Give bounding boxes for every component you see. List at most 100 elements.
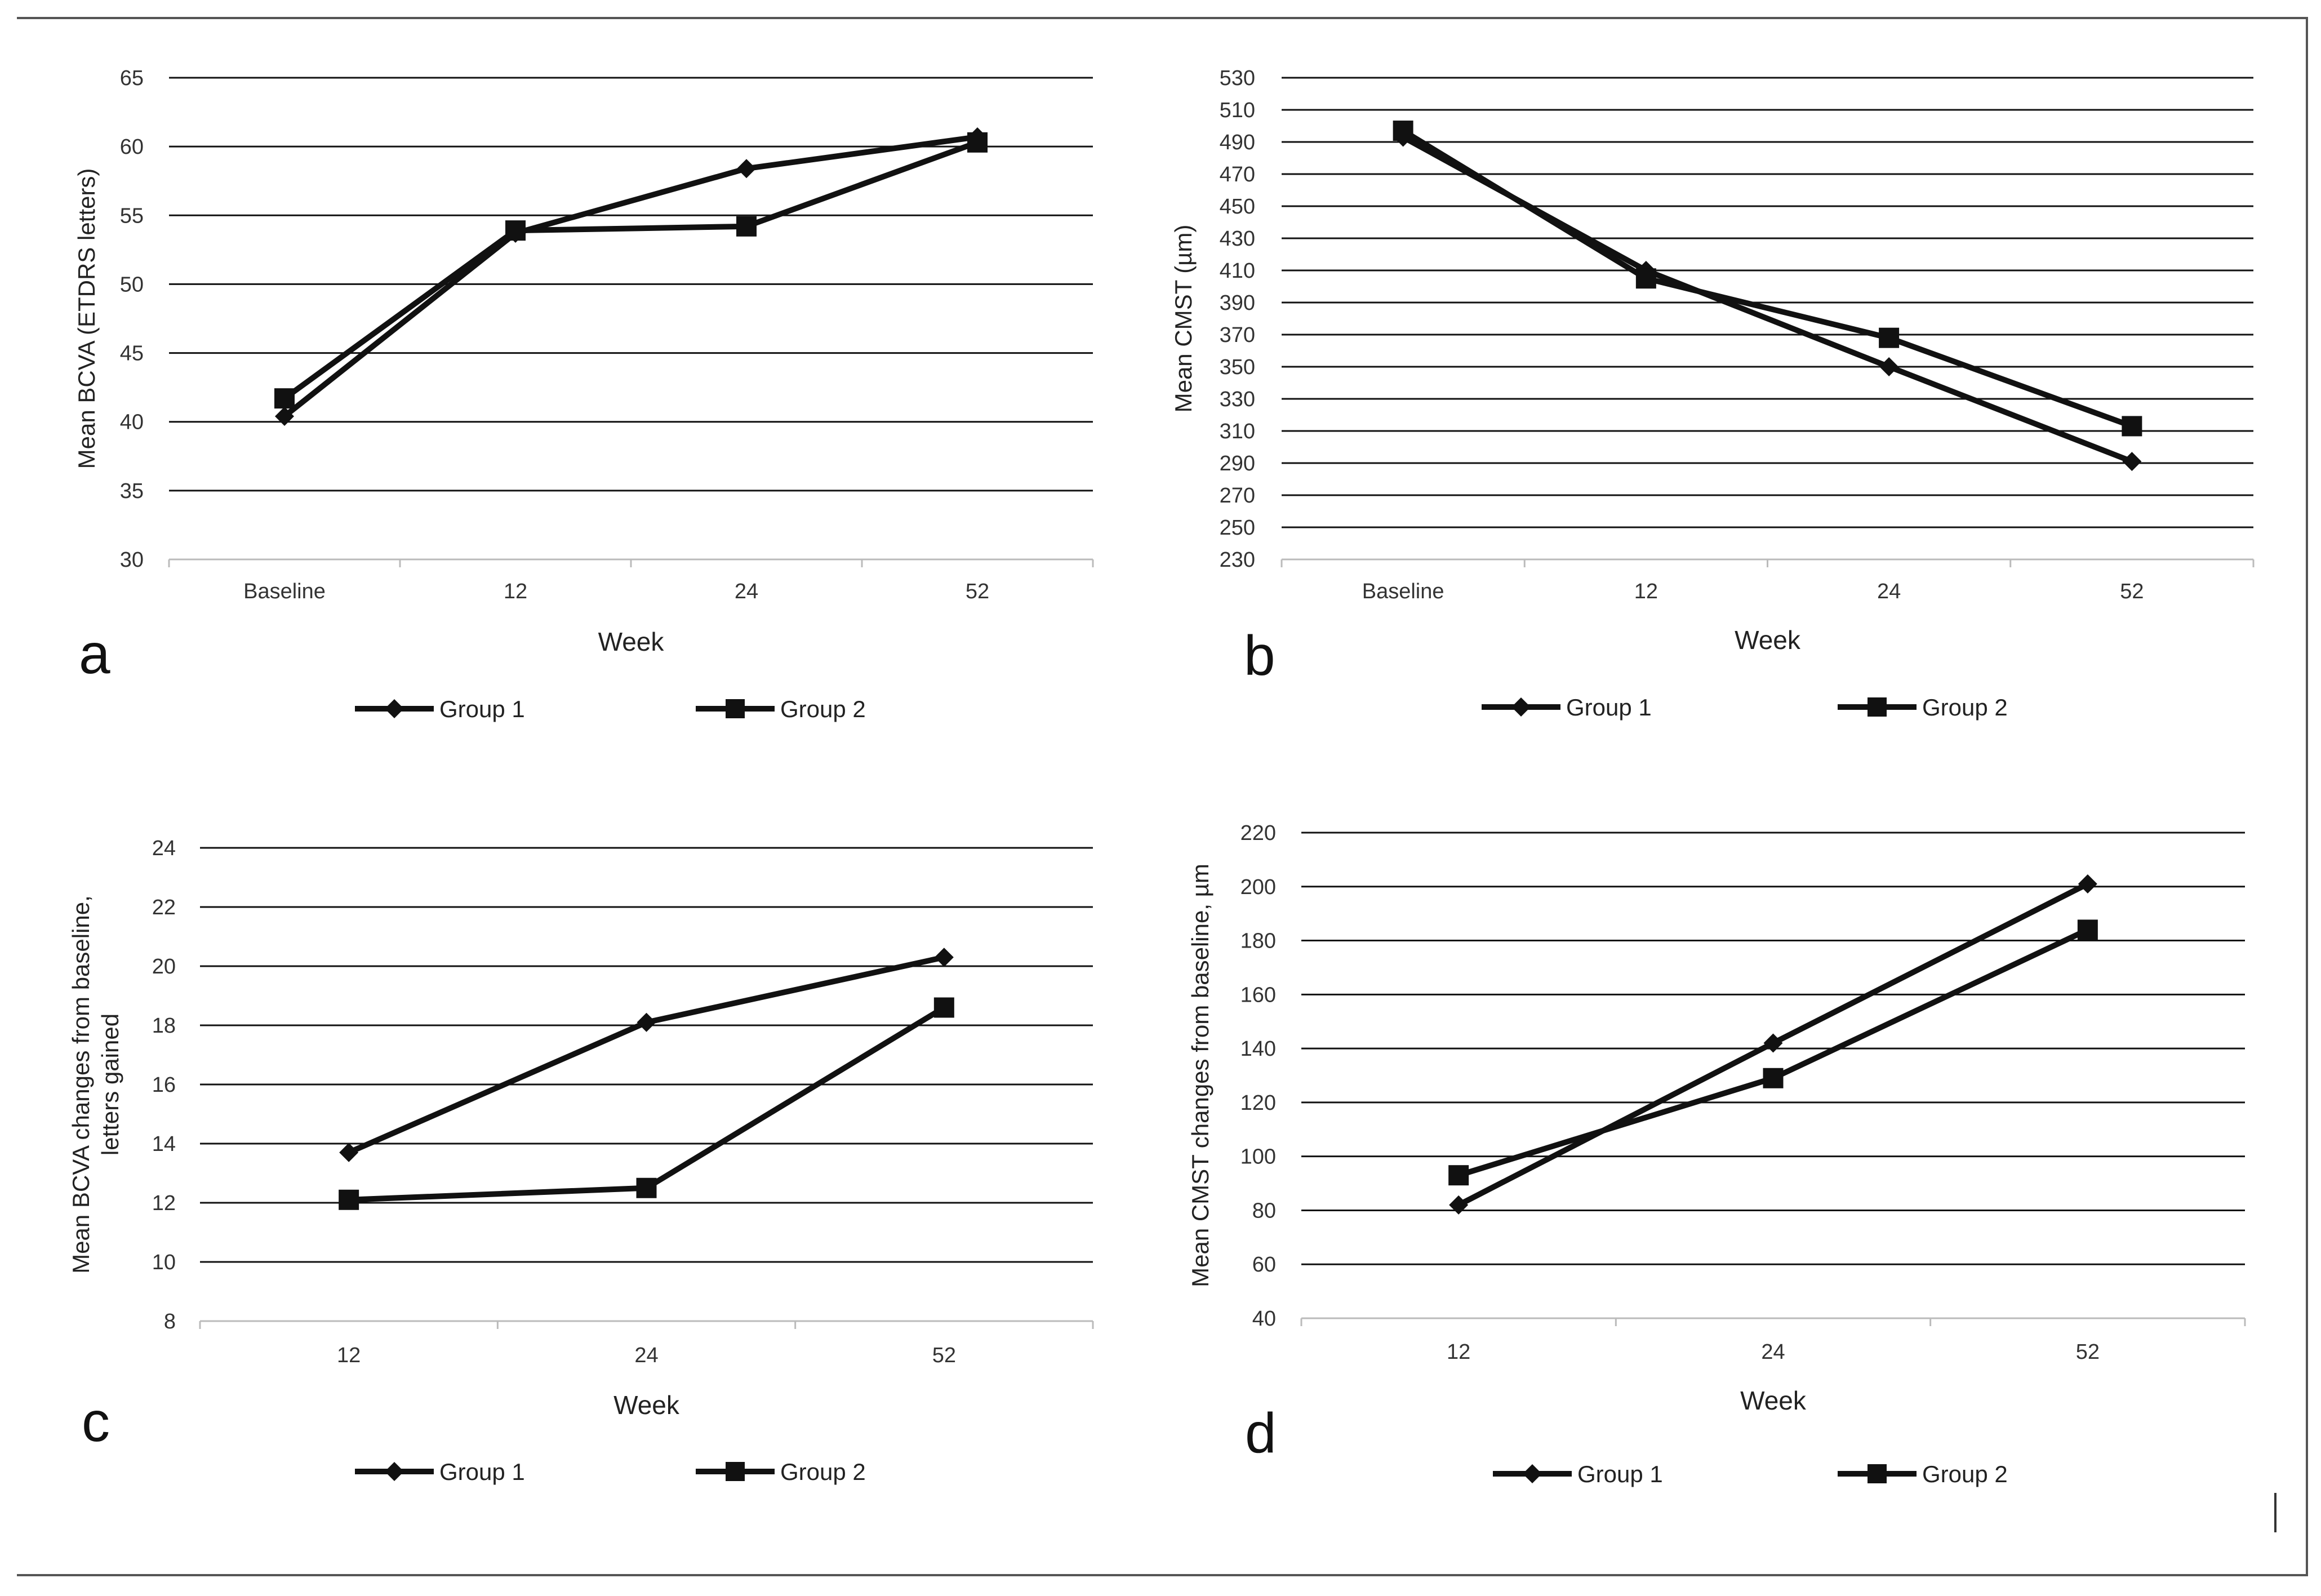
x-axis-label: Week bbox=[598, 627, 665, 656]
data-point-square bbox=[933, 997, 954, 1018]
data-point-diamond bbox=[1763, 1033, 1783, 1053]
x-tick-label: 24 bbox=[1761, 1340, 1785, 1364]
y-tick-label: 22 bbox=[152, 896, 176, 919]
chart-panel-c: 8 10 12 14 16 18 20 22 24 12 24 52 Week Mean BCVA cha… bbox=[68, 837, 1094, 1485]
y-tick-label: 250 bbox=[1220, 516, 1255, 540]
legend-marker-square bbox=[1868, 697, 1887, 717]
y-tick-label: 530 bbox=[1220, 66, 1255, 90]
series-line bbox=[348, 1005, 946, 1203]
y-tick-label: 270 bbox=[1220, 484, 1255, 508]
legend-label-group1: Group 1 bbox=[439, 696, 525, 722]
series-line bbox=[283, 140, 979, 401]
legend-label-group1: Group 1 bbox=[1577, 1461, 1663, 1487]
data-point-diamond bbox=[934, 948, 954, 967]
y-tick-label: 410 bbox=[1220, 259, 1255, 283]
chart-panel-a: 30 35 40 45 50 55 60 65 Baseline 12 24 52 Week Mean B… bbox=[73, 66, 1094, 722]
data-point-square bbox=[736, 216, 757, 237]
y-tick-label: 390 bbox=[1220, 291, 1255, 315]
series-line bbox=[348, 954, 945, 1155]
x-tick-label: 24 bbox=[735, 580, 758, 603]
legend-label-group1: Group 1 bbox=[1566, 694, 1652, 721]
legend-item-group1: Group 1 bbox=[1493, 1461, 1663, 1487]
y-tick-label: 80 bbox=[1252, 1199, 1276, 1222]
x-tick-label: 24 bbox=[1877, 580, 1901, 603]
data-point-square bbox=[505, 220, 526, 241]
stray-mark bbox=[2274, 1493, 2276, 1532]
data-point-diamond bbox=[737, 159, 756, 179]
y-tick-label: 12 bbox=[152, 1192, 176, 1215]
series-line bbox=[1402, 135, 2133, 464]
y-axis-label: Mean CMST changes from baseline, µm bbox=[1187, 864, 1213, 1287]
y-tick-label: 30 bbox=[120, 548, 144, 572]
y-tick-label: 100 bbox=[1240, 1145, 1276, 1169]
panel-label: d bbox=[1245, 1402, 1277, 1465]
legend-label-group2: Group 2 bbox=[780, 696, 866, 722]
y-tick-label: 18 bbox=[152, 1014, 176, 1038]
series-group1 bbox=[339, 948, 954, 1162]
data-point-diamond bbox=[1879, 357, 1899, 376]
chart-panel-d: 40 60 80 100 120 140 160 180 200 220 12 24 52 Week Mea… bbox=[1187, 821, 2246, 1487]
y-tick-label: 430 bbox=[1220, 227, 1255, 251]
y-tick-label: 35 bbox=[120, 479, 144, 503]
legend-label-group2: Group 2 bbox=[1922, 1461, 2008, 1487]
y-tick-label: 510 bbox=[1220, 99, 1255, 122]
y-tick-label: 10 bbox=[152, 1251, 176, 1274]
x-tick-label: 52 bbox=[966, 580, 989, 603]
y-tick-label: 55 bbox=[120, 204, 144, 228]
data-point-diamond bbox=[275, 406, 294, 426]
legend-marker-diamond bbox=[385, 1462, 404, 1481]
y-tick-label: 370 bbox=[1220, 323, 1255, 347]
series-line bbox=[282, 134, 978, 419]
x-tick-label: Baseline bbox=[1362, 580, 1444, 603]
y-tick-label: 65 bbox=[120, 66, 144, 90]
data-point-square bbox=[339, 1189, 359, 1210]
y-tick-label: 350 bbox=[1220, 355, 1255, 379]
y-tick-label: 220 bbox=[1240, 821, 1276, 845]
x-tick-label: 52 bbox=[2076, 1340, 2100, 1364]
x-tick-label: 12 bbox=[504, 580, 527, 603]
legend-marker-diamond bbox=[1523, 1464, 1542, 1483]
x-tick-label: 24 bbox=[634, 1344, 658, 1367]
legend-label-group2: Group 2 bbox=[1922, 694, 2008, 721]
legend-item-group2: Group 2 bbox=[1838, 694, 2008, 721]
legend-item-group1: Group 1 bbox=[355, 696, 525, 722]
legend-marker-square bbox=[1868, 1464, 1887, 1483]
data-point-diamond bbox=[2078, 874, 2097, 893]
series-group1 bbox=[275, 127, 987, 426]
y-tick-label: 450 bbox=[1220, 195, 1255, 219]
panel-label: c bbox=[82, 1390, 110, 1453]
y-tick-label: 200 bbox=[1240, 875, 1276, 899]
data-point-square bbox=[636, 1177, 657, 1198]
legend-label-group1: Group 1 bbox=[439, 1459, 525, 1485]
x-tick-label: 52 bbox=[932, 1344, 956, 1367]
legend-item-group1: Group 1 bbox=[1482, 694, 1652, 721]
legend-item-group1: Group 1 bbox=[355, 1459, 525, 1485]
series-group2 bbox=[274, 132, 988, 409]
data-point-square bbox=[2122, 416, 2142, 437]
y-axis-label: Mean BCVA changes from baseline, letters … bbox=[68, 895, 123, 1274]
y-tick-label: 180 bbox=[1240, 930, 1276, 953]
panel-label: b bbox=[1244, 624, 1275, 687]
x-tick-label: 52 bbox=[2120, 580, 2144, 603]
y-tick-label: 14 bbox=[152, 1132, 176, 1156]
series-group2 bbox=[1448, 919, 2098, 1186]
y-axis-label: Mean CMST (µm) bbox=[1170, 225, 1197, 413]
x-axis-label: Week bbox=[613, 1390, 680, 1420]
x-axis-label: Week bbox=[1735, 625, 1801, 655]
data-point-square bbox=[1393, 121, 1413, 141]
data-point-square bbox=[1879, 327, 1900, 348]
y-tick-label: 24 bbox=[152, 837, 176, 860]
data-point-square bbox=[2077, 919, 2098, 940]
y-tick-label: 490 bbox=[1220, 131, 1255, 154]
data-point-diamond bbox=[339, 1142, 359, 1162]
y-tick-label: 330 bbox=[1220, 388, 1255, 411]
y-tick-label: 60 bbox=[120, 135, 144, 159]
y-tick-label: 60 bbox=[1252, 1253, 1276, 1277]
y-tick-label: 50 bbox=[120, 273, 144, 296]
series-group1 bbox=[1449, 874, 2097, 1215]
series-group2 bbox=[1393, 121, 2142, 437]
y-tick-label: 470 bbox=[1220, 163, 1255, 186]
y-tick-label: 45 bbox=[120, 342, 144, 366]
legend-marker-square bbox=[726, 699, 745, 718]
